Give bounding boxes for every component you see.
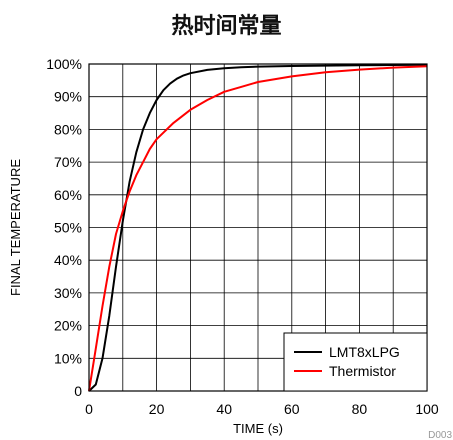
x-tick-label: 80 (352, 401, 368, 417)
x-axis-label: TIME (s) (233, 421, 283, 436)
legend: LMT8xLPG Thermistor (283, 332, 428, 392)
legend-label: Thermistor (329, 363, 396, 379)
y-tick-label: 60% (54, 187, 82, 203)
plot-frame (88, 63, 428, 392)
x-tick-labels: 0 20 40 60 80 100 (85, 401, 439, 417)
y-tick-label: 50% (54, 220, 82, 236)
figure-id: D003 (428, 430, 452, 440)
y-tick-label: 0 (74, 383, 82, 399)
y-tick-label: 40% (54, 252, 82, 268)
x-tick-label: 60 (284, 401, 300, 417)
x-tick-label: 40 (216, 401, 232, 417)
y-tick-label: 80% (54, 121, 82, 137)
chart-title: 热时间常量 (171, 14, 282, 39)
y-tick-label: 90% (54, 89, 82, 105)
y-tick-label: 30% (54, 285, 82, 301)
x-tick-label: 0 (85, 401, 93, 417)
x-tick-label: 100 (415, 401, 439, 417)
series-line-lmt8xlpg (88, 63, 428, 392)
x-tick-label: 20 (149, 401, 165, 417)
y-axis-label: FINAL TEMPERATURE (8, 159, 23, 296)
legend-box (283, 332, 428, 392)
series-line-thermistor (88, 65, 428, 392)
y-tick-label: 10% (54, 350, 82, 366)
y-tick-labels: 0 10% 20% 30% 40% 50% 60% 70% 80% 90% 100% (46, 56, 82, 399)
legend-label: LMT8xLPG (329, 344, 400, 360)
y-tick-label: 70% (54, 154, 82, 170)
y-tick-label: 100% (46, 56, 82, 72)
y-tick-label: 20% (54, 318, 82, 334)
series-layer (88, 63, 428, 392)
